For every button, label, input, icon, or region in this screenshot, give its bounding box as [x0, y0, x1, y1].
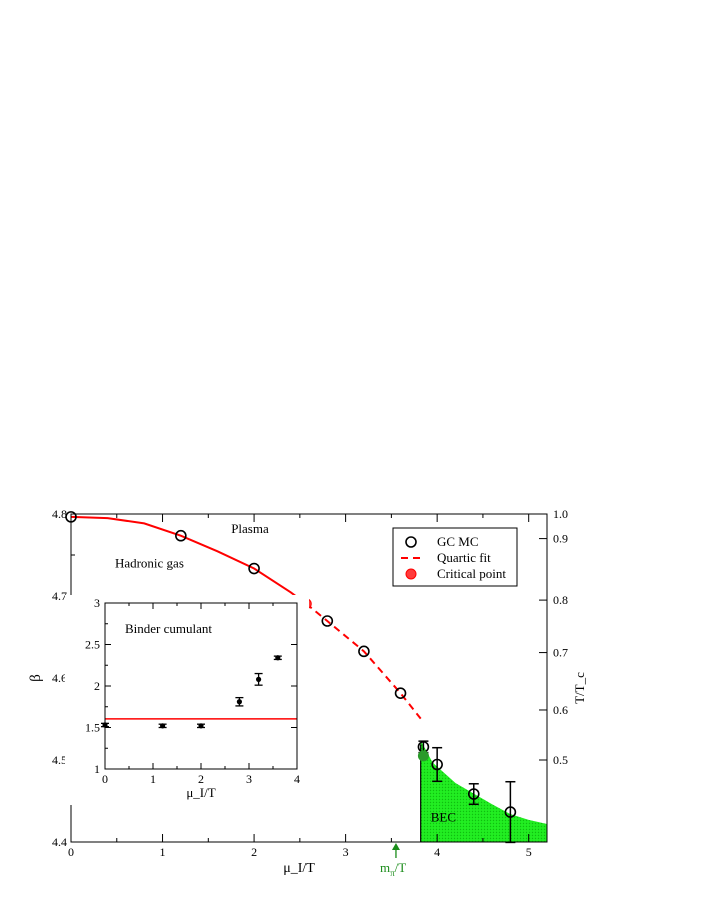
main-x-tick-label-2: 2 [251, 845, 257, 859]
binder-point-5 [275, 655, 281, 661]
inset-x-tick-label-1: 1 [150, 772, 156, 786]
bec-onset-point [417, 750, 429, 762]
m-pi-arrow-head [391, 843, 400, 850]
inset-y-tick-label-0: 1 [94, 762, 100, 776]
main-x-axis-label: μ_I/T [283, 861, 315, 876]
inset-x-tick-label-4: 4 [294, 772, 300, 786]
m-pi-label: mπ/T [380, 860, 406, 878]
inset-y-tick-label-2: 2 [94, 679, 100, 693]
legend-label-critical-point: Critical point [437, 566, 506, 581]
inset-x-axis-label: μ_I/T [186, 785, 215, 800]
bec-label: BEC [431, 810, 456, 825]
inset-x-tick-label-0: 0 [102, 772, 108, 786]
main-plot: 0 1 2 3 4 54.44.54.64.74.8 1.00.90.80.70.60.5 … [28, 507, 587, 878]
main-y-tick-label-3: 4.7 [52, 589, 67, 603]
hadronic-gas-label: Hadronic gas [115, 555, 184, 570]
inset-x-tick-label-3: 3 [246, 772, 252, 786]
right-y-tick-label-5: 0.5 [553, 753, 568, 767]
main-x-tick-label-1: 1 [160, 845, 166, 859]
inset-label: Binder cumulant [125, 621, 212, 636]
main-x-tick-label-0: 0 [68, 845, 74, 859]
right-y-tick-label-4: 0.6 [553, 703, 568, 717]
legend-marker-gc-mc [405, 536, 417, 548]
main-x-tick-label-4: 4 [434, 845, 440, 859]
main-y-tick-label-2: 4.6 [52, 671, 67, 685]
right-y-axis-label: T/T_c [572, 672, 587, 704]
quartic-fit-dashed-line [305, 603, 422, 720]
binder-point-1 [160, 723, 166, 729]
binder-point-4 [256, 676, 262, 682]
inset-y-tick-label-4: 3 [94, 596, 100, 610]
quartic-fit-solid-line [70, 515, 307, 605]
gc-mc-point-3 [321, 615, 334, 627]
gc-mc-point-5 [394, 687, 407, 699]
legend-label-quartic-fit: Quartic fit [437, 550, 491, 565]
plasma-label: Plasma [231, 521, 269, 536]
right-y-tick-label-2: 0.8 [553, 593, 568, 607]
gc-mc-point-8 [467, 788, 480, 800]
right-y-tick-label-3: 0.7 [553, 646, 568, 660]
right-y-tick-label-1: 0.9 [553, 532, 568, 546]
inset-y-tick-label-3: 2.5 [85, 638, 100, 652]
legend: GC MC Quartic fit Critical point [392, 527, 518, 587]
gc-mc-point-4 [358, 645, 370, 658]
right-y-tick-label-0: 1.0 [553, 507, 568, 521]
inset-binder-cumulant-plot: 0 1 2 3 411.522.53 Binder cumulant μ_I/T [65, 595, 309, 805]
main-x-tick-label-5: 5 [526, 845, 532, 859]
main-y-tick-label-4: 4.8 [52, 507, 67, 521]
gc-mc-point-7 [431, 758, 443, 771]
gc-mc-point-1 [175, 529, 187, 542]
gc-mc-point-9 [504, 806, 517, 818]
binder-cumulant-points [101, 655, 282, 729]
binder-point-3 [236, 699, 242, 705]
binder-point-2 [198, 723, 204, 729]
legend-marker-critical-point [405, 568, 417, 580]
m-pi-marker: mπ/T [380, 843, 406, 878]
m-pi-label-main: m [380, 860, 390, 875]
legend-label-gc-mc: GC MC [437, 534, 479, 549]
main-x-tick-label-3: 3 [343, 845, 349, 859]
inset-frame [104, 602, 298, 770]
main-y-tick-label-0: 4.4 [52, 835, 67, 849]
inset-y-tick-label-1: 1.5 [85, 721, 100, 735]
bec-area [420, 740, 547, 842]
m-pi-label-sub: π [390, 868, 395, 878]
main-y-axis-label: β [28, 674, 44, 682]
main-y-tick-label-1: 4.5 [52, 753, 67, 767]
m-pi-label-tail: /T [395, 860, 407, 875]
gc-mc-point-2 [248, 562, 260, 575]
inset-background [65, 595, 309, 805]
main-axis-ticks: 0 1 2 3 4 54.44.54.64.74.8 1.00.90.80.70.60.5 [52, 507, 568, 859]
inset-x-tick-label-2: 2 [198, 772, 204, 786]
